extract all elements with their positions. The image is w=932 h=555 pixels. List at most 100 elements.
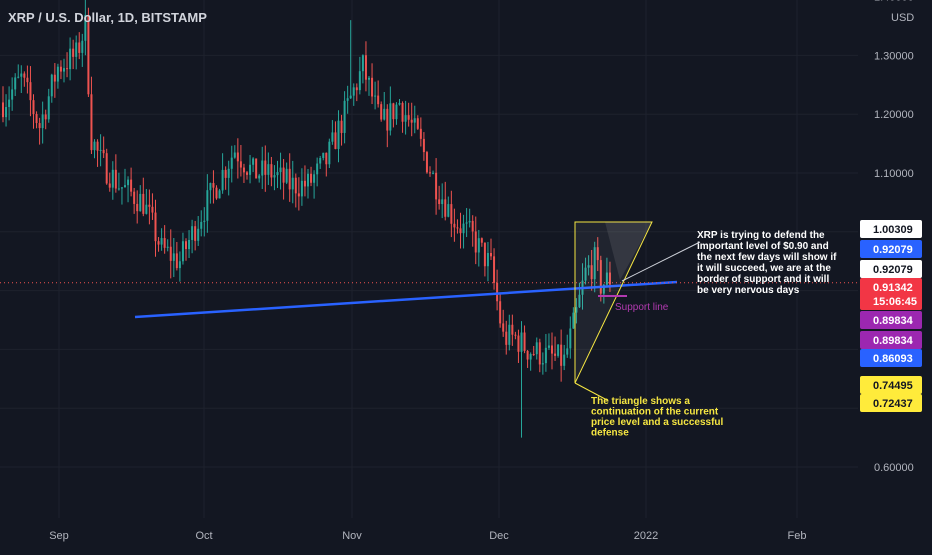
candle-body: [47, 96, 50, 120]
candle-body: [185, 241, 187, 250]
price-tag-value: 0.91342: [873, 282, 913, 294]
candle-body: [26, 77, 29, 83]
candle-body: [41, 114, 44, 129]
candle-body: [444, 199, 447, 217]
candle-body: [386, 108, 389, 131]
candle-body: [212, 183, 215, 188]
candle-body: [87, 14, 90, 95]
triangle-note-pointer: [574, 382, 608, 401]
price-tag-value: 1.00309: [873, 224, 913, 236]
candle-body: [230, 157, 233, 169]
candle-body: [197, 228, 200, 241]
candle-body: [50, 74, 53, 97]
candle-body: [233, 152, 236, 158]
candle-body: [114, 169, 117, 189]
candle-body: [279, 167, 282, 173]
candle-body: [392, 103, 395, 120]
candle-body: [523, 332, 526, 351]
candle-body: [2, 102, 4, 118]
candle-body: [349, 95, 352, 99]
candle-body: [413, 118, 416, 123]
candle-body: [99, 149, 102, 151]
candle-body: [203, 220, 206, 222]
candle-body: [84, 14, 87, 41]
candle-body: [374, 95, 377, 97]
candle-body: [145, 204, 148, 214]
candle-body: [56, 66, 59, 82]
price-tag-box: [860, 376, 922, 394]
candle-body: [66, 68, 69, 70]
candle-body: [221, 169, 224, 191]
candle-body: [69, 48, 72, 70]
candle-body: [429, 172, 431, 174]
candle-body: [544, 347, 547, 364]
candle-body: [432, 172, 435, 174]
candle-body: [355, 87, 358, 91]
x-axis-tick-label: 2022: [634, 530, 658, 542]
candle-body: [554, 353, 557, 356]
candle-body: [587, 265, 590, 268]
candle-body: [282, 167, 285, 183]
x-axis-tick-label: Dec: [489, 530, 509, 542]
candle-body: [557, 344, 560, 356]
candle-body: [511, 324, 514, 335]
candle-body: [59, 66, 62, 72]
candle-body: [389, 103, 392, 131]
x-axis-tick-label: Oct: [195, 530, 212, 542]
candle-body: [361, 55, 364, 72]
candle-body: [206, 190, 209, 221]
candle-body: [124, 185, 126, 188]
candle-body: [267, 164, 270, 175]
candle-body: [44, 114, 47, 120]
candle-body: [340, 120, 343, 133]
candle-body: [343, 100, 346, 133]
candle-body: [404, 115, 407, 122]
candle-body: [602, 284, 605, 294]
candle-body: [35, 114, 38, 124]
candle-body: [136, 203, 139, 212]
candle-body: [75, 42, 78, 57]
candle-body: [236, 152, 239, 162]
candle-body: [401, 103, 404, 122]
price-tag-box: [860, 394, 922, 412]
candle-body: [120, 187, 123, 189]
candle-body: [285, 168, 288, 183]
candle-body: [178, 261, 181, 269]
candle-body: [130, 179, 133, 192]
candle-body: [215, 187, 218, 199]
right-note-pointer: [621, 241, 701, 282]
candle-body: [20, 73, 23, 77]
candle-body: [532, 354, 535, 356]
candle-body: [139, 193, 142, 212]
price-tag-box: [860, 278, 922, 310]
candle-body: [160, 238, 163, 245]
candle-body: [560, 344, 563, 366]
candle-body: [380, 104, 383, 120]
candle-body: [17, 76, 20, 78]
candle-body: [419, 128, 422, 139]
candle-body: [352, 87, 355, 96]
candle-body: [23, 73, 26, 78]
candle-body: [11, 89, 14, 100]
candle-body: [157, 241, 160, 245]
candle-body: [108, 183, 111, 188]
candle-body: [346, 98, 349, 101]
candle-body: [181, 241, 184, 262]
candle-body: [90, 94, 93, 151]
right-annotation-note: XRP is trying to defend the important lev…: [697, 230, 837, 296]
candle-body: [578, 294, 581, 308]
symbol-title[interactable]: XRP / U.S. Dollar, 1D, BITSTAMP: [8, 10, 207, 25]
x-axis-tick-label: Sep: [49, 530, 69, 542]
y-axis-tick-label: 1.30000: [874, 50, 914, 62]
candle-body: [322, 152, 325, 158]
candle-body: [526, 350, 529, 360]
candle-body: [319, 157, 322, 164]
candle-body: [331, 132, 334, 142]
candle-body: [328, 141, 331, 165]
candle-body: [93, 141, 96, 151]
candle-body: [53, 74, 56, 82]
price-tag-box: [860, 220, 922, 238]
candle-body: [377, 95, 380, 105]
